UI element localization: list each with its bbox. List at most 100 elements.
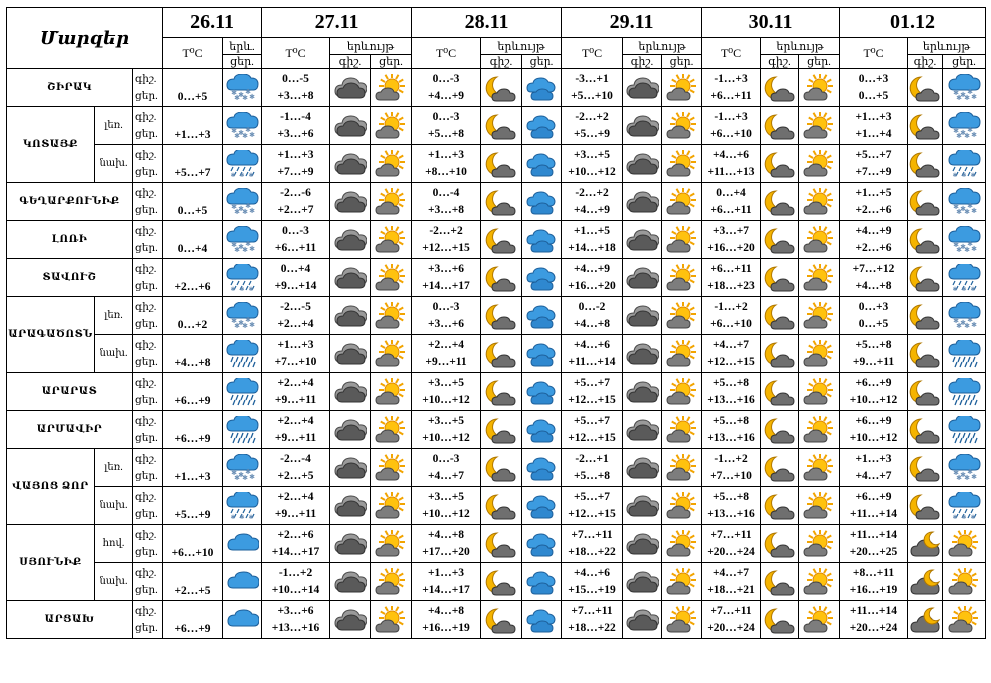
date-header: 26.11 [162, 7, 263, 38]
temp-range: +6…+9 +11…+14 [839, 486, 909, 525]
temp-range: +3…+7 +16…+20 [701, 220, 762, 259]
dark-cloud-icon [622, 334, 663, 373]
svg-text:✱: ✱ [231, 127, 237, 135]
moon-cloud-icon [907, 410, 944, 449]
region-row: ԱՐՑԱԽ գիշ. ցեր. +6…+9 +3…+6 +13…+16 +4…+8 +16…+… [6, 600, 987, 639]
temp-range: +4…+9 +2…+6 [839, 220, 909, 259]
blue-cloud-icon [222, 562, 263, 601]
sun-cloud-icon [661, 486, 703, 525]
night-temp: -1…-4 [280, 110, 311, 123]
temp-range: +1…+5 +2…+6 [839, 182, 909, 221]
sun-cloud-icon [942, 562, 987, 601]
temp-range: -2…-4 +2…+5 [261, 448, 331, 487]
svg-text:✱: ✱ [953, 317, 959, 325]
moon-cloud-icon [760, 334, 800, 373]
day-temp: +14…+18 [568, 241, 616, 254]
moon-cloud-icon [480, 258, 523, 297]
moon-cloud-icon [760, 486, 800, 525]
moon-cloud-icon [480, 600, 523, 639]
region-name: ԳԵՂԱՐՔՈՒՆԻՔ [6, 182, 133, 221]
day-temp: +16…+20 [707, 241, 755, 254]
temp-range: +5…+7 +12…+15 [561, 372, 624, 411]
moon-cloud-icon [480, 334, 523, 373]
day-label: ցեր. [135, 546, 158, 558]
rain-cloud-icon [942, 334, 987, 373]
svg-text:✱: ✱ [956, 322, 962, 330]
night-label: գիշ. [135, 301, 157, 313]
temp-range: 0…-4 +3…+8 [411, 182, 482, 221]
dark-cloud-icon [622, 220, 663, 259]
svg-text:✱: ✱ [962, 172, 967, 178]
svg-text:✱: ✱ [245, 468, 251, 476]
temp-value: 0…+2 [162, 296, 224, 335]
day-label: ցեր. [135, 394, 158, 406]
day-temp: +5…+8 [573, 469, 611, 482]
temp-range: +1…+3 +7…+9 [261, 144, 331, 183]
sun-cloud-blue-icon [521, 486, 563, 525]
temp-range: +5…+7 +12…+15 [561, 486, 624, 525]
day-temp: +1…+4 [855, 127, 892, 140]
day-temp: +9…+11 [274, 431, 317, 444]
moon-cloud-icon [907, 182, 944, 221]
night-day-label: գիշ. ցեր. [131, 372, 164, 411]
temp-range: 0…+4 +6…+11 [701, 182, 762, 221]
day-temp: +14…+17 [271, 545, 320, 558]
temp-range: +3…+6 +13…+16 [261, 600, 331, 639]
day-temp: +9…+11 [425, 355, 467, 368]
temp-range: 0…+3 0…+5 [839, 296, 909, 335]
svg-text:✱: ✱ [242, 132, 248, 140]
night-temp: +3…+6 [277, 604, 314, 617]
night-subheader: գիշ. [760, 54, 800, 69]
sun-cloud-icon [798, 524, 841, 563]
subregion-name: նախ. [94, 144, 133, 183]
day-temp: +18…+21 [707, 583, 755, 596]
region-row: նախ. գիշ. ցեր. +5…+9 ✱ ✱ ✱ +2…+4 +9…+11 +3…+5 +10…… [7, 486, 987, 525]
temp-value: 0…+4 [162, 220, 224, 259]
night-temp: -1…+3 [714, 110, 748, 123]
svg-text:✱: ✱ [234, 246, 240, 254]
night-temp: -2…+2 [575, 186, 609, 199]
night-temp: +11…+14 [850, 604, 897, 617]
sun-cloud-icon [798, 296, 841, 335]
moon-cloud-icon [907, 448, 944, 487]
temp-range: 0…-3 +4…+9 [411, 68, 482, 107]
subregion-name: հով. [94, 524, 133, 563]
day-temp: +4…+9 [427, 89, 465, 102]
region-row: ԱՐԱՐԱՏ գիշ. ցեր. +6…+9 +2…+4 +9…+11 +3…+5 +10…+… [6, 372, 987, 411]
svg-text:✱: ✱ [971, 286, 976, 292]
night-day-label: գիշ. ցեր. [131, 334, 164, 373]
sun-cloud-icon [370, 220, 413, 259]
moon-cloud-icon [480, 220, 523, 259]
subregion-name: նախ. [94, 334, 133, 373]
day-temp: +16…+20 [568, 279, 616, 292]
day-temp: +5…+8 [427, 127, 465, 140]
day-label: ցեր. [135, 90, 158, 102]
night-temp: +1…+3 [277, 338, 314, 351]
day-subheader: ցեր. [222, 54, 263, 69]
temp-range: -2…-5 +2…+4 [261, 296, 331, 335]
day-temp: +9…+14 [274, 279, 317, 292]
dark-moon-icon [907, 600, 944, 639]
day-temp: +14…+17 [422, 279, 470, 292]
date-header: 28.11 [411, 7, 563, 38]
day-temp: +10…+12 [849, 393, 898, 406]
night-temp: -2…-6 [280, 186, 311, 199]
sun-cloud-icon [798, 106, 841, 145]
sun-cloud-blue-icon [521, 182, 563, 221]
subregion-name: լեռ. [94, 296, 133, 335]
svg-text:✱: ✱ [953, 203, 959, 211]
region-row: ՎԱՅՈՑ ՁՈՐ լեռ. գիշ. ցեր. +1…+3 ✱ ✱ ✱ ✱ ✱ ✱ -2…-4 +2…… [6, 448, 987, 525]
svg-text:✱: ✱ [249, 207, 255, 215]
night-label: գիշ. [135, 453, 157, 465]
dark-cloud-icon [329, 68, 372, 107]
temp-range: +1…+5 +14…+18 [561, 220, 624, 259]
night-temp: +4…+6 [712, 148, 750, 161]
moon-cloud-icon [907, 296, 944, 335]
dark-cloud-icon [622, 182, 663, 221]
region-name: ԱՐԱՐԱՏ [6, 372, 133, 411]
night-temp: +6…+9 [855, 376, 892, 389]
temp-range: +2…+4 +9…+11 [261, 486, 331, 525]
svg-text:✱: ✱ [242, 246, 248, 254]
subregion-name: նախ. [94, 562, 133, 601]
sun-cloud-icon [370, 448, 413, 487]
